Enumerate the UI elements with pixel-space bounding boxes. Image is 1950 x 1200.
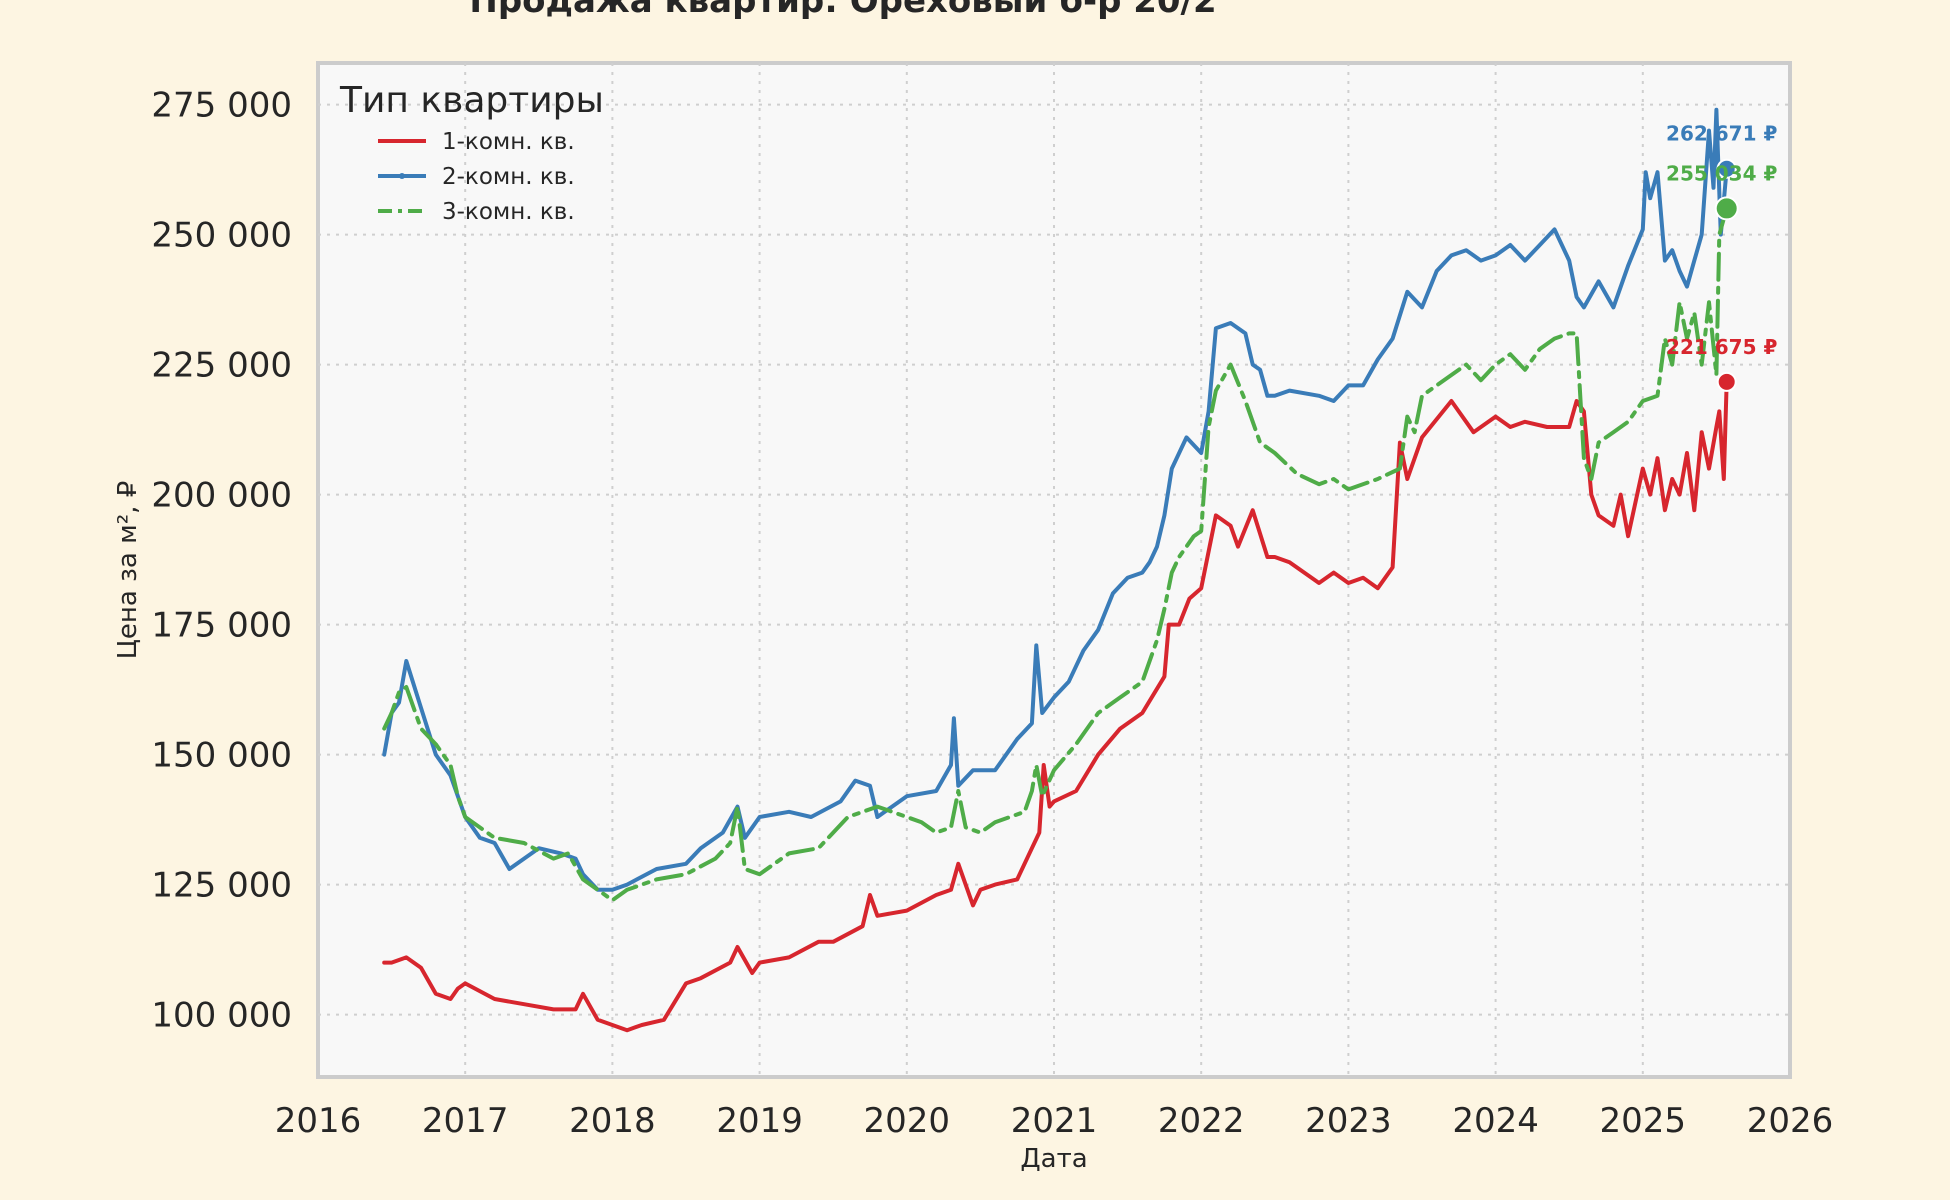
x-axis-label: Дата bbox=[1020, 1144, 1087, 1174]
y-tick-label: 100 000 bbox=[151, 996, 292, 1036]
legend-title: Тип квартиры bbox=[339, 80, 604, 121]
series-line-3 bbox=[382, 206, 1729, 903]
series-line-2 bbox=[382, 107, 1729, 892]
y-tick-label: 250 000 bbox=[151, 216, 292, 256]
grid bbox=[318, 63, 1790, 1077]
y-tick-label: 175 000 bbox=[151, 606, 292, 646]
y-axis: 100 000 125 000 150 000 175 000 200 000 225 0… bbox=[151, 86, 292, 1036]
x-tick-label: 2019 bbox=[716, 1101, 803, 1141]
x-tick-label: 2022 bbox=[1158, 1101, 1245, 1141]
series-end-point-3 bbox=[1714, 196, 1739, 221]
legend-marker bbox=[399, 173, 405, 179]
x-tick-label: 2018 bbox=[569, 1101, 656, 1141]
series-layer bbox=[382, 107, 1729, 1033]
endpoint-layer: 221 675 ₽ 262 671 ₽ 255 034 ₽ bbox=[1666, 122, 1777, 392]
y-tick-label: 275 000 bbox=[151, 86, 292, 126]
y-axis-label: Цена за м², ₽ bbox=[113, 481, 143, 660]
y-tick-label: 200 000 bbox=[151, 476, 292, 516]
x-tick-label: 2017 bbox=[422, 1101, 509, 1141]
y-tick-label: 150 000 bbox=[151, 736, 292, 776]
x-tick-label: 2021 bbox=[1011, 1101, 1098, 1141]
x-tick-label: 2020 bbox=[864, 1101, 951, 1141]
x-tick-label: 2016 bbox=[275, 1101, 362, 1141]
legend-items: 1-комн. кв. 2-комн. кв. 3-комн. кв. bbox=[378, 129, 575, 225]
legend: Тип квартиры 1-комн. кв. 2-комн. кв. 3-ком… bbox=[339, 80, 604, 225]
y-tick-label: 125 000 bbox=[151, 866, 292, 906]
legend-label-2: 2-комн. кв. bbox=[442, 164, 575, 190]
y-tick-label: 225 000 bbox=[151, 346, 292, 386]
series-end-point-2 bbox=[1716, 158, 1737, 179]
x-tick-label: 2025 bbox=[1600, 1101, 1687, 1141]
chart-title: Продажа квартир: Ореховый б-р 20/2 bbox=[469, 0, 1216, 21]
series-end-label-3: 255 034 ₽ bbox=[1666, 161, 1777, 185]
x-axis: 2016 2017 2018 2019 2020 2021 2022 2023 2024 2025… bbox=[275, 1101, 1834, 1141]
series-line-1 bbox=[382, 379, 1729, 1033]
legend-label-3: 3-комн. кв. bbox=[442, 199, 575, 225]
x-tick-label: 2023 bbox=[1305, 1101, 1392, 1141]
series-end-label-1: 221 675 ₽ bbox=[1666, 335, 1777, 359]
x-tick-label: 2024 bbox=[1452, 1101, 1539, 1141]
legend-label-1: 1-комн. кв. bbox=[442, 129, 575, 155]
x-tick-label: 2026 bbox=[1747, 1101, 1834, 1141]
series-end-label-2: 262 671 ₽ bbox=[1666, 122, 1777, 146]
series-end-point-1 bbox=[1716, 371, 1737, 392]
